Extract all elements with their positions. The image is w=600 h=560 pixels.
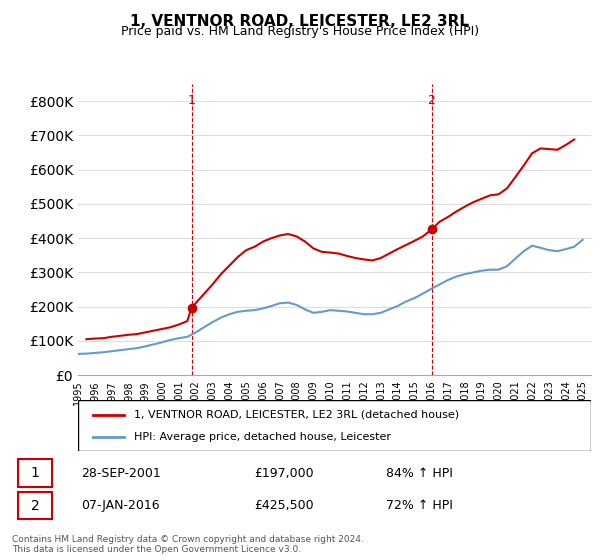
Text: Price paid vs. HM Land Registry's House Price Index (HPI): Price paid vs. HM Land Registry's House … <box>121 25 479 38</box>
FancyBboxPatch shape <box>18 459 52 487</box>
Text: £425,500: £425,500 <box>254 499 314 512</box>
Text: 2: 2 <box>428 94 436 108</box>
Text: 1: 1 <box>31 466 40 480</box>
Text: 1: 1 <box>188 94 196 108</box>
Text: Contains HM Land Registry data © Crown copyright and database right 2024.
This d: Contains HM Land Registry data © Crown c… <box>12 535 364 554</box>
Text: 84% ↑ HPI: 84% ↑ HPI <box>386 466 453 479</box>
Text: 2: 2 <box>31 498 40 512</box>
Text: 1, VENTNOR ROAD, LEICESTER, LE2 3RL: 1, VENTNOR ROAD, LEICESTER, LE2 3RL <box>131 14 470 29</box>
Text: HPI: Average price, detached house, Leicester: HPI: Average price, detached house, Leic… <box>134 432 391 442</box>
Text: £197,000: £197,000 <box>254 466 314 479</box>
Text: 07-JAN-2016: 07-JAN-2016 <box>81 499 160 512</box>
FancyBboxPatch shape <box>18 492 52 519</box>
Text: 1, VENTNOR ROAD, LEICESTER, LE2 3RL (detached house): 1, VENTNOR ROAD, LEICESTER, LE2 3RL (det… <box>134 409 460 419</box>
Text: 72% ↑ HPI: 72% ↑ HPI <box>386 499 453 512</box>
Text: 28-SEP-2001: 28-SEP-2001 <box>81 466 161 479</box>
FancyBboxPatch shape <box>78 400 591 451</box>
